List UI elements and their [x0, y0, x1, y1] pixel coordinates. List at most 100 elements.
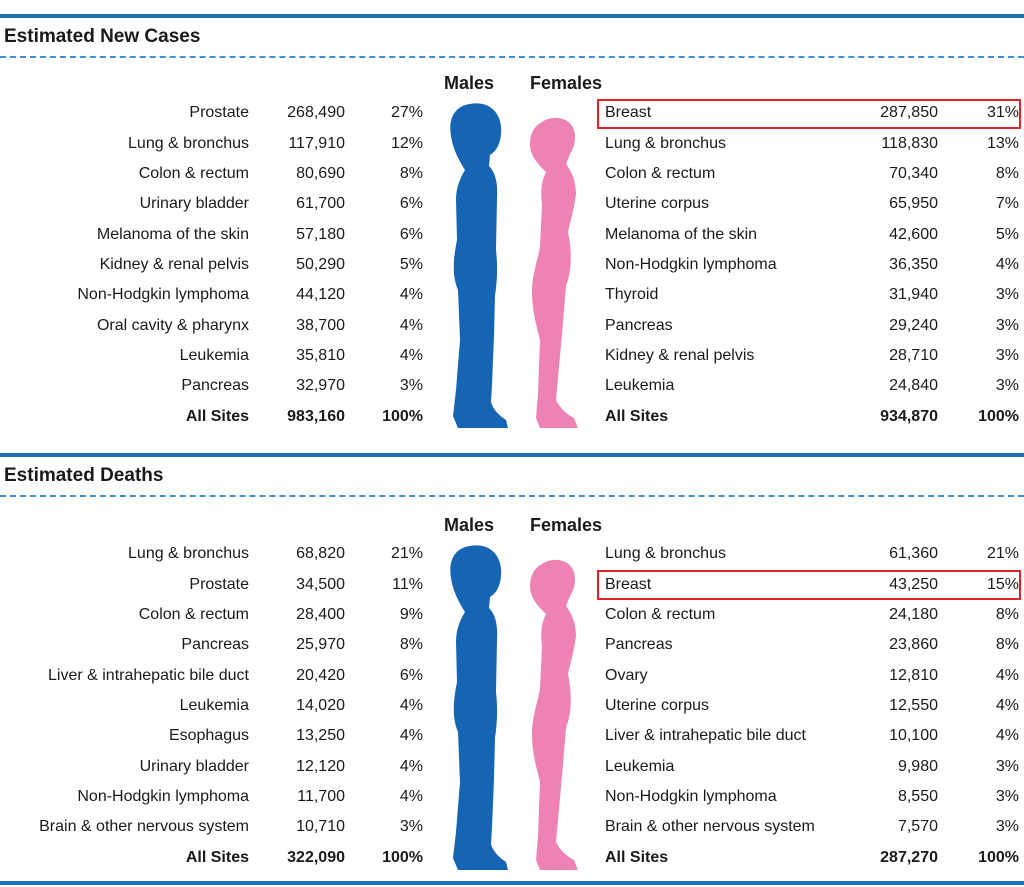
all-sites-row: All Sites 983,160 100% All Sites 934,870 100% — [0, 401, 1024, 431]
table-row: Lung & bronchus 117,910 12% Lung & bronchus… — [0, 128, 1024, 158]
male-percent: 3% — [399, 818, 423, 836]
female-count: 23,860 — [889, 636, 938, 654]
female-count: 31,940 — [889, 286, 938, 304]
table-row: Melanoma of the skin 57,180 6% Melanoma of … — [0, 219, 1024, 249]
female-percent: 15% — [986, 575, 1019, 593]
male-percent: 4% — [399, 757, 423, 775]
male-silhouette-icon — [450, 103, 508, 428]
table-row: Colon & rectum 28,400 9% Colon & rectum 24,1… — [0, 600, 1024, 630]
table-row: Non-Hodgkin lymphoma 11,700 4% Non-Hodgkin … — [0, 782, 1024, 812]
female-count: 42,600 — [889, 225, 938, 243]
female-site-label: Melanoma of the skin — [605, 225, 758, 243]
male-site-label: Leukemia — [179, 346, 249, 364]
female-count: 12,810 — [889, 666, 938, 684]
new-cases-males-header: Males — [444, 73, 495, 93]
female-site-label: Pancreas — [605, 636, 673, 654]
male-site-label: Brain & other nervous system — [39, 818, 249, 836]
deaths-males-header: Males — [444, 515, 495, 535]
table-row: Liver & intrahepatic bile duct 20,420 6% Ov… — [0, 660, 1024, 690]
table-row: Colon & rectum 80,690 8% Colon & rectum 70,3… — [0, 159, 1024, 189]
female-count: 70,340 — [889, 164, 938, 182]
female-count: 10,100 — [889, 727, 938, 745]
female-site-label: Uterine corpus — [605, 696, 710, 714]
female-site-label: Non-Hodgkin lymphoma — [605, 787, 777, 805]
female-count: 287,270 — [880, 848, 938, 866]
male-percent: 4% — [399, 316, 423, 334]
female-site-label: Liver & intrahepatic bile duct — [605, 727, 806, 745]
female-count: 8,550 — [897, 787, 938, 805]
table-row: Prostate 34,500 11% Breast 43,250 15% — [0, 569, 1024, 599]
female-site-label: Uterine corpus — [605, 195, 710, 213]
male-count: 14,020 — [296, 696, 345, 714]
male-count: 268,490 — [287, 104, 345, 122]
male-percent: 4% — [399, 787, 423, 805]
male-site-label: Colon & rectum — [138, 605, 249, 623]
male-count: 44,120 — [296, 286, 345, 304]
male-site-label: Lung & bronchus — [128, 545, 249, 563]
male-site-label: All Sites — [185, 407, 249, 425]
male-percent: 27% — [390, 104, 423, 122]
male-count: 13,250 — [296, 727, 345, 745]
female-count: 36,350 — [889, 255, 938, 273]
female-site-label: Leukemia — [605, 377, 675, 395]
female-count: 29,240 — [889, 316, 938, 334]
female-site-label: All Sites — [605, 407, 669, 425]
female-percent: 4% — [995, 727, 1019, 745]
bottom-rule — [0, 881, 1024, 885]
table-row: Pancreas 25,970 8% Pancreas 23,860 8% — [0, 630, 1024, 660]
deaths-title: Estimated Deaths — [4, 465, 164, 486]
male-percent: 100% — [382, 848, 423, 866]
female-site-label: Colon & rectum — [605, 605, 716, 623]
male-site-label: Colon & rectum — [138, 164, 249, 182]
top-rule — [0, 14, 1024, 18]
all-sites-row: All Sites 322,090 100% All Sites 287,270 100% — [0, 842, 1024, 872]
female-percent: 100% — [978, 407, 1019, 425]
female-count: 24,840 — [889, 377, 938, 395]
female-percent: 31% — [986, 104, 1019, 122]
new-cases-highlight-box — [597, 99, 1021, 129]
male-percent: 6% — [399, 225, 423, 243]
male-site-label: Pancreas — [181, 377, 249, 395]
male-percent: 21% — [390, 545, 423, 563]
male-percent: 3% — [399, 377, 423, 395]
new-cases-females-header: Females — [530, 73, 603, 93]
male-percent: 8% — [399, 164, 423, 182]
new-cases-divider — [0, 56, 1024, 58]
table-row: Non-Hodgkin lymphoma 44,120 4% Thyroid 31,94… — [0, 280, 1024, 310]
male-count: 117,910 — [288, 134, 345, 152]
male-percent: 11% — [392, 575, 423, 593]
male-site-label: Kidney & renal pelvis — [99, 255, 249, 273]
female-percent: 3% — [995, 286, 1019, 304]
female-silhouette-icon — [530, 117, 578, 429]
female-percent: 100% — [978, 848, 1019, 866]
table-row: Kidney & renal pelvis 50,290 5% Non-Hodgkin… — [0, 250, 1024, 280]
male-percent: 6% — [399, 195, 423, 213]
male-count: 57,180 — [296, 225, 345, 243]
male-count: 10,710 — [296, 818, 345, 836]
female-site-label: Thyroid — [605, 286, 659, 304]
male-site-label: Melanoma of the skin — [96, 225, 249, 243]
male-site-label: Esophagus — [168, 727, 249, 745]
female-site-label: Breast — [605, 104, 652, 122]
male-percent: 8% — [399, 636, 423, 654]
male-percent: 9% — [399, 605, 423, 623]
female-count: 118,830 — [881, 134, 938, 152]
middle-rule — [0, 453, 1024, 457]
male-count: 28,400 — [296, 605, 345, 623]
table-row: Prostate 268,490 27% Breast 287,850 31% — [0, 98, 1024, 128]
male-site-label: Lung & bronchus — [128, 134, 249, 152]
deaths-females-header: Females — [530, 515, 603, 535]
female-site-label: Brain & other nervous system — [605, 818, 815, 836]
male-percent: 4% — [399, 286, 423, 304]
male-site-label: Pancreas — [181, 636, 249, 654]
deaths-highlight-box — [597, 570, 1021, 600]
male-percent: 100% — [382, 407, 423, 425]
male-count: 34,500 — [296, 575, 345, 593]
male-count: 32,970 — [296, 377, 345, 395]
male-percent: 12% — [390, 134, 423, 152]
female-percent: 8% — [995, 636, 1019, 654]
female-site-label: Breast — [605, 575, 652, 593]
female-percent: 21% — [986, 545, 1019, 563]
female-percent: 8% — [995, 605, 1019, 623]
female-site-label: Non-Hodgkin lymphoma — [605, 255, 777, 273]
